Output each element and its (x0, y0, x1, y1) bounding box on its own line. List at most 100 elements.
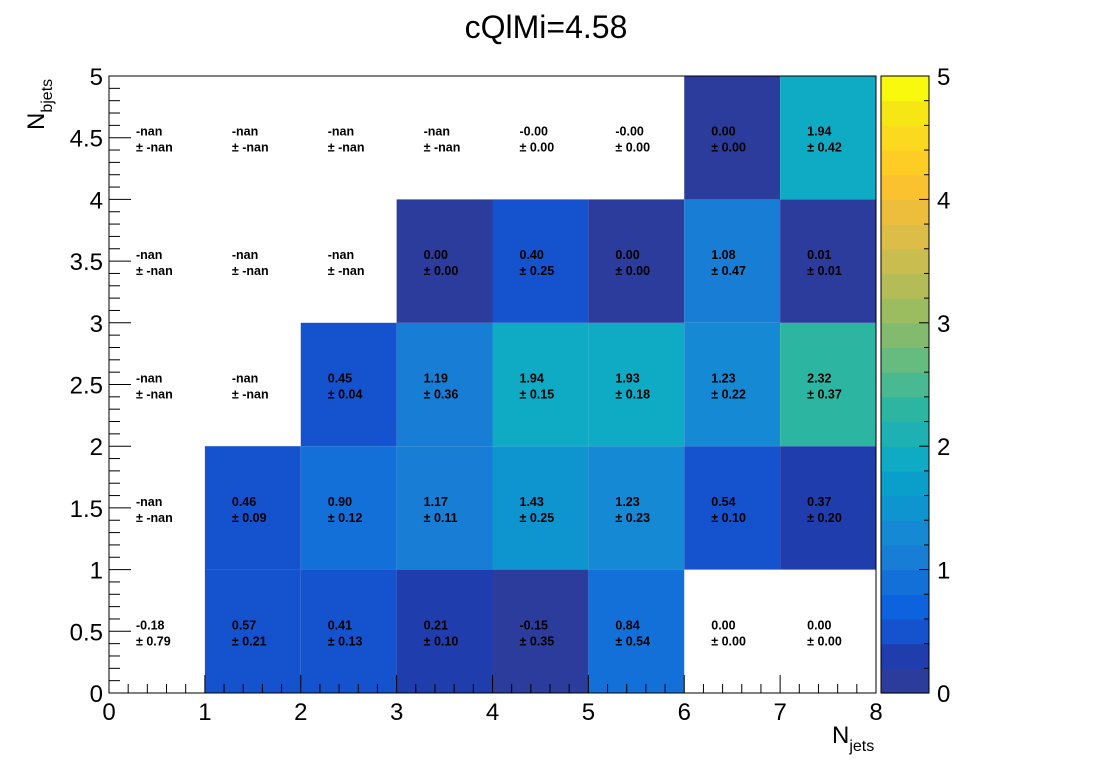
color-scale-segment (881, 569, 929, 595)
cell-value-label: -0.18 (136, 618, 165, 632)
heatmap-cell (492, 199, 589, 323)
color-scale-segment (881, 224, 929, 250)
heatmap-cell (396, 569, 493, 693)
x-tick-label: 7 (773, 699, 786, 726)
cell-error-label: ± 0.23 (615, 511, 650, 525)
color-scale-segment (881, 668, 929, 694)
color-scale-segment (881, 618, 929, 645)
cell-error-label: ± -nan (424, 141, 461, 155)
cell-error-label: ± 0.21 (232, 634, 267, 648)
color-scale-bar (881, 76, 929, 694)
x-tick-label: 8 (869, 699, 882, 726)
cell-value-label: 0.21 (424, 618, 448, 632)
cell-value-label: 0.00 (711, 125, 735, 139)
color-scale-segment (881, 273, 929, 299)
cell-error-label: ± 0.11 (424, 511, 458, 525)
cell-error-label: ± 0.54 (615, 634, 650, 648)
cell-error-label: ± 0.25 (520, 511, 555, 525)
x-axis-label: Njets (832, 722, 874, 755)
cell-value-label: 0.41 (328, 618, 352, 632)
cell-error-label: ± -nan (232, 264, 269, 278)
cell-value-label: 0.90 (328, 495, 352, 509)
cell-value-label: -0.15 (520, 618, 549, 632)
cell-error-label: ± 0.10 (711, 511, 746, 525)
heatmap-cell (396, 322, 493, 447)
x-tick-label: 1 (198, 699, 211, 726)
cell-value-label: -nan (232, 125, 258, 139)
cell-value-label: -0.00 (615, 125, 644, 139)
cell-error-label: ± 0.00 (711, 141, 746, 155)
heatmap-cell (396, 446, 493, 570)
cell-error-label: ± 0.00 (615, 141, 650, 155)
cell-value-label: -nan (328, 248, 354, 262)
cell-value-label: 0.84 (615, 618, 639, 632)
cell-error-label: ± 0.10 (424, 634, 459, 648)
heatmap-cell (300, 322, 397, 447)
cell-error-label: ± 0.25 (520, 264, 555, 278)
x-tick-label: 2 (294, 699, 307, 726)
y-tick-label: 4.5 (70, 126, 103, 153)
heatmap-cell (492, 446, 589, 570)
y-tick-label: 3.5 (70, 249, 103, 276)
cell-value-label: -0.00 (520, 125, 549, 139)
cell-value-label: -nan (328, 125, 354, 139)
cell-error-label: ± 0.22 (711, 388, 746, 402)
cell-error-label: ± -nan (136, 511, 173, 525)
x-tick-label: 3 (390, 699, 403, 726)
cell-error-label: ± 0.00 (711, 634, 746, 648)
x-tick-label: 5 (582, 699, 595, 726)
color-scale-segment (881, 322, 929, 349)
heatmap-cell (204, 446, 301, 570)
color-scale-tick-label: 1 (937, 558, 950, 585)
heatmap-cell (300, 446, 397, 570)
cell-error-label: ± 0.04 (328, 388, 363, 402)
cell-error-label: ± 0.00 (807, 634, 842, 648)
cell-error-label: ± -nan (328, 141, 365, 155)
heatmap-cell (204, 569, 301, 693)
chart-title: cQlMi=4.58 (465, 9, 628, 45)
heatmap-cell (684, 199, 781, 323)
color-scale-segment (881, 125, 929, 151)
cell-value-label: 1.23 (615, 495, 639, 509)
heatmap-cell (588, 446, 685, 570)
cell-error-label: ± 0.47 (711, 264, 746, 278)
color-scale-segment (881, 248, 929, 275)
heatmap-cell (780, 322, 876, 447)
heatmap-cell (588, 569, 685, 693)
heatmap-cell (492, 569, 589, 693)
cell-error-label: ± 0.35 (520, 634, 555, 648)
cell-error-label: ± -nan (136, 141, 173, 155)
cell-error-label: ± 0.20 (807, 511, 842, 525)
heatmap-cells (204, 76, 876, 693)
y-tick-label: 0 (90, 681, 103, 708)
color-scale-segment (881, 396, 929, 423)
cell-error-label: ± 0.15 (520, 388, 555, 402)
cell-error-label: ± -nan (136, 264, 173, 278)
x-axis-ticks: 0 1 2 3 4 5 6 7 8 (102, 675, 883, 726)
y-tick-label: 1 (90, 558, 103, 585)
y-tick-label: 5 (90, 64, 103, 91)
heatmap-cell (780, 76, 876, 200)
color-scale-segment (881, 298, 929, 324)
heatmap-cell (492, 322, 589, 447)
color-scale-tick-label: 3 (937, 311, 950, 338)
cell-error-label: ± 0.00 (615, 264, 650, 278)
color-scale-segment (881, 174, 929, 200)
cell-error-label: ± 0.42 (807, 141, 842, 155)
heatmap-cell (684, 76, 781, 200)
color-scale-segment (881, 347, 929, 373)
cell-value-label: 1.08 (711, 248, 735, 262)
heatmap-cell (780, 446, 876, 570)
color-scale-tick-label: 0 (937, 681, 950, 708)
color-scale-segment (881, 495, 929, 521)
color-scale-segment (881, 594, 929, 620)
cell-value-label: 0.00 (424, 248, 448, 262)
cell-error-label: ± 0.12 (328, 511, 363, 525)
cell-value-label: -nan (136, 248, 162, 262)
cell-value-label: 1.19 (424, 372, 448, 386)
cell-error-label: ± 0.79 (136, 634, 171, 648)
cell-value-label: 1.23 (711, 372, 735, 386)
cell-error-label: ± -nan (232, 141, 269, 155)
y-axis-ticks: 0 0.5 1 1.5 2 2.5 3 3.5 4 4.5 5 (70, 64, 131, 708)
